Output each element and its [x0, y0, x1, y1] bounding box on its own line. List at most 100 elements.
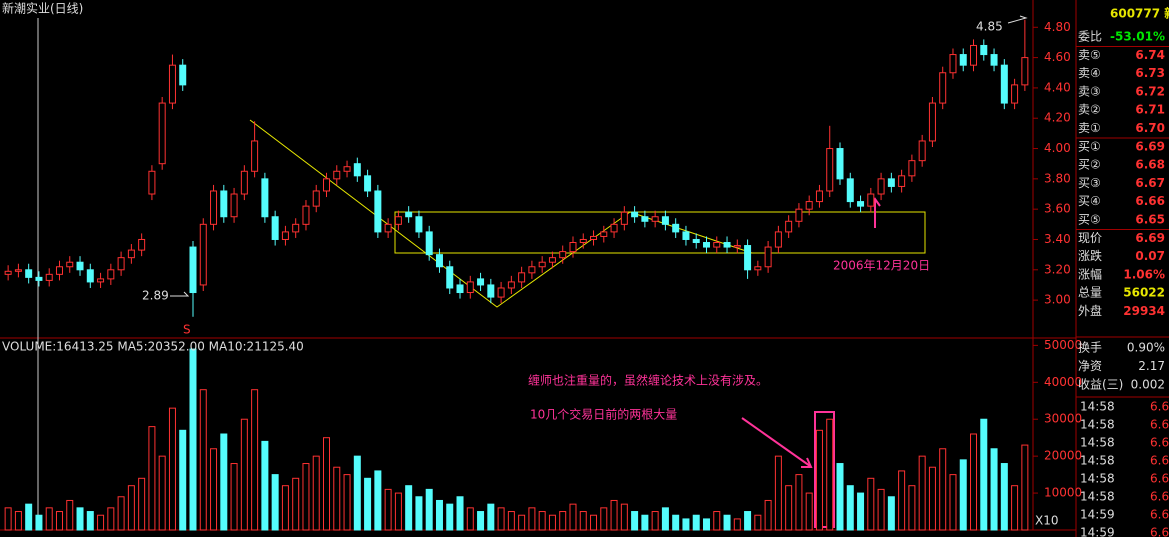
volume-bar: [754, 514, 762, 531]
candle-body: [240, 170, 248, 195]
y-tick-label: 3.80: [1044, 171, 1071, 185]
volume-bar: [836, 463, 844, 531]
volume-bar: [456, 496, 464, 531]
candle-body: [405, 211, 413, 218]
finance-value: 0.90%: [1127, 341, 1165, 355]
candle-body: [918, 140, 926, 162]
candle-body: [179, 64, 187, 86]
volume-bar: [692, 514, 700, 531]
volume-bar: [723, 514, 731, 531]
candle-body: [477, 278, 485, 286]
trade-price: 6.6: [1150, 508, 1169, 522]
candle-body: [497, 287, 505, 298]
quote-value: 6.73: [1135, 66, 1165, 80]
volume-bar: [251, 389, 259, 531]
candle-body: [692, 238, 700, 244]
candle-body: [744, 245, 752, 271]
candle-body: [908, 160, 916, 177]
highlight-box: [814, 411, 835, 528]
volume-bar: [343, 474, 351, 531]
volume-bar: [548, 514, 556, 531]
candle-body: [292, 223, 300, 233]
volume-bar: [980, 418, 988, 531]
candle-body: [559, 251, 567, 259]
volume-bar: [127, 485, 135, 531]
volume-bar: [805, 492, 813, 531]
candle-body: [590, 235, 598, 240]
candle-body: [343, 166, 351, 172]
volume-bar: [292, 477, 300, 531]
candle-body: [199, 223, 207, 286]
finance-label: 收益(三): [1078, 378, 1123, 392]
candle-body: [959, 54, 967, 66]
volume-bar: [168, 407, 176, 531]
volume-bar: [713, 511, 721, 531]
quote-label: 涨幅: [1078, 266, 1102, 281]
y-tick-label: 40000: [1044, 375, 1082, 389]
candle-body: [384, 223, 392, 233]
candle-body: [466, 281, 474, 294]
volume-bar: [271, 474, 279, 531]
volume-bar: [220, 433, 228, 531]
annotation: 10几个交易日前的两根大量: [530, 407, 677, 422]
quote-label: 委比: [1078, 30, 1102, 44]
volume-bar: [14, 511, 22, 531]
candle-body: [117, 257, 125, 271]
volume-bar: [435, 499, 443, 531]
y-tick-label: 50000: [1044, 338, 1082, 352]
volume-bar: [631, 511, 639, 531]
trade-time: 14:58: [1080, 418, 1115, 432]
trade-time: 14:59: [1080, 508, 1115, 522]
trade-price: 6.6: [1150, 472, 1169, 486]
volume-bar: [487, 503, 495, 531]
volume-bar: [107, 507, 115, 531]
volume-bar: [117, 496, 125, 531]
annotation: S: [183, 323, 191, 337]
volume-bar: [230, 463, 238, 531]
volume-bar: [466, 507, 474, 531]
volume-bar: [559, 511, 567, 531]
volume-bar: [846, 485, 854, 531]
volume-bar: [590, 514, 598, 531]
candle-body: [86, 269, 94, 283]
candle-body: [672, 223, 680, 233]
candle-body: [641, 216, 649, 222]
trade-price: 6.6: [1150, 454, 1169, 468]
quote-label: 现价: [1078, 231, 1102, 245]
volume-bar: [25, 503, 33, 531]
candle-body: [610, 223, 618, 233]
volume-bar: [210, 448, 218, 531]
candle-body: [877, 178, 885, 195]
volume-bar: [702, 518, 710, 531]
finance-label: 换手: [1078, 341, 1102, 355]
candle-body: [435, 254, 443, 268]
trade-time: 14:58: [1080, 472, 1115, 486]
high-arrow: [1007, 15, 1028, 24]
volume-bar: [744, 511, 752, 531]
candle-body: [702, 242, 710, 248]
quote-label: 卖④: [1078, 66, 1101, 80]
volume-bar: [374, 470, 382, 531]
quote-value: 6.69: [1135, 139, 1165, 153]
y-tick-label: 4.80: [1044, 20, 1071, 34]
candle-body: [1021, 57, 1029, 86]
quote-label: 卖③: [1078, 84, 1101, 98]
quote-value: 6.74: [1135, 48, 1165, 62]
volume-bar: [76, 507, 84, 531]
finance-label: 净资: [1078, 359, 1102, 373]
candle-body: [312, 190, 320, 207]
y-tick-label: 4.40: [1044, 80, 1071, 94]
volume-bar: [138, 477, 146, 531]
candle-body: [107, 269, 115, 280]
volume-bar: [826, 418, 834, 531]
volume-bar: [281, 485, 289, 531]
volume-bar: [394, 492, 402, 531]
candle-body: [55, 266, 63, 275]
y-tick-label: 10000: [1044, 486, 1082, 500]
volume-bar: [651, 511, 659, 531]
candle-body: [66, 261, 74, 268]
volume-bar: [641, 514, 649, 531]
volume-bar: [815, 429, 823, 531]
candle-body: [189, 246, 197, 294]
trend-line: [249, 119, 753, 308]
